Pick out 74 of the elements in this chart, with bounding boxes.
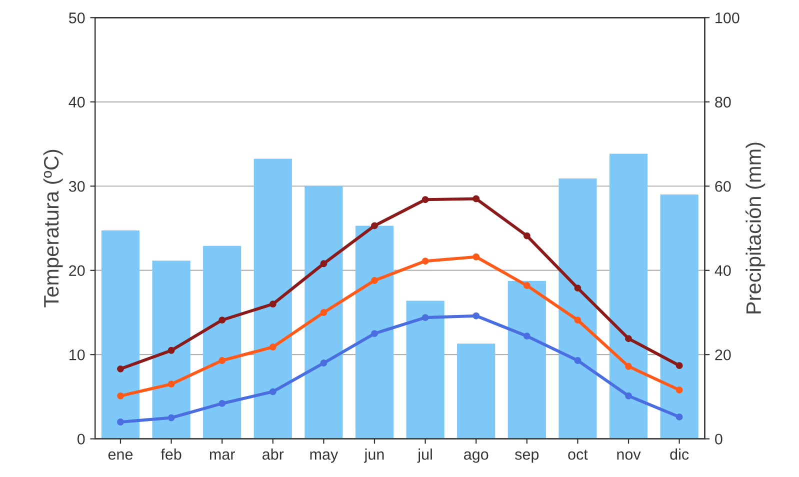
- y-tick-label: 0: [77, 434, 85, 445]
- x-tick-label: dic: [670, 448, 689, 460]
- point: [168, 346, 175, 354]
- point: [574, 357, 582, 364]
- bar: [101, 230, 140, 439]
- point: [320, 360, 328, 366]
- bar: [152, 260, 190, 439]
- point: [676, 362, 683, 370]
- bar: [355, 226, 394, 439]
- y-tick-label: 10: [70, 349, 85, 360]
- x-tick-label: feb: [160, 448, 182, 460]
- point: [269, 388, 276, 396]
- point: [422, 258, 429, 265]
- point: [422, 196, 429, 204]
- x-tick-label: ene: [108, 451, 133, 460]
- point: [472, 195, 480, 202]
- y2-axis-title: Precipitación (mm): [745, 142, 766, 314]
- point: [574, 316, 582, 324]
- point: [168, 414, 175, 422]
- point: [371, 277, 378, 284]
- x-tick-label: nov: [617, 451, 641, 460]
- y2-tick-label: 40: [714, 265, 731, 276]
- x-tick-label: mar: [210, 451, 235, 460]
- point: [269, 344, 276, 350]
- point: [472, 312, 480, 320]
- x-tick-label: ago: [464, 451, 488, 463]
- y-tick-label: 30: [68, 180, 85, 192]
- point: [422, 314, 429, 322]
- bar: [609, 154, 648, 439]
- point: [676, 413, 683, 420]
- point: [218, 400, 226, 407]
- x-tick-label: may: [310, 451, 338, 463]
- point: [523, 282, 530, 289]
- point: [168, 380, 175, 388]
- point: [371, 222, 378, 230]
- y-tick-label: 40: [68, 96, 85, 108]
- y2-tick-label: 0: [715, 434, 722, 445]
- y2-tick-label: 100: [716, 12, 740, 24]
- x-tick-label: jul: [417, 448, 432, 463]
- bar: [304, 186, 343, 439]
- bar: [508, 280, 546, 439]
- y-axis-title: Temperatura (ºC): [43, 150, 63, 308]
- point: [117, 392, 124, 400]
- x-tick-label: sep: [515, 451, 539, 463]
- point: [320, 260, 328, 268]
- point: [625, 362, 632, 370]
- bar: [457, 344, 496, 439]
- point: [371, 330, 378, 338]
- point: [218, 357, 226, 364]
- bar: [558, 178, 597, 439]
- y2-tick-label: 60: [715, 180, 731, 192]
- point: [625, 335, 632, 342]
- point: [523, 332, 530, 340]
- x-tick-label: jun: [364, 448, 384, 463]
- point: [320, 309, 328, 316]
- x-tick-label: abr: [262, 448, 284, 460]
- point: [269, 300, 276, 308]
- point: [523, 232, 530, 240]
- bar: [203, 246, 242, 439]
- point: [117, 418, 124, 426]
- y-tick-label: 20: [69, 265, 85, 276]
- point: [218, 316, 226, 324]
- point: [574, 284, 582, 292]
- point: [472, 253, 480, 260]
- y2-tick-label: 80: [715, 96, 731, 108]
- y2-tick-label: 20: [715, 349, 731, 360]
- y-tick-label: 50: [68, 12, 85, 24]
- bar: [660, 194, 698, 439]
- x-tick-label: oct: [568, 450, 588, 460]
- bar: [406, 300, 444, 439]
- point: [625, 392, 632, 400]
- bar: [254, 158, 292, 439]
- point: [676, 386, 683, 394]
- point: [117, 365, 124, 372]
